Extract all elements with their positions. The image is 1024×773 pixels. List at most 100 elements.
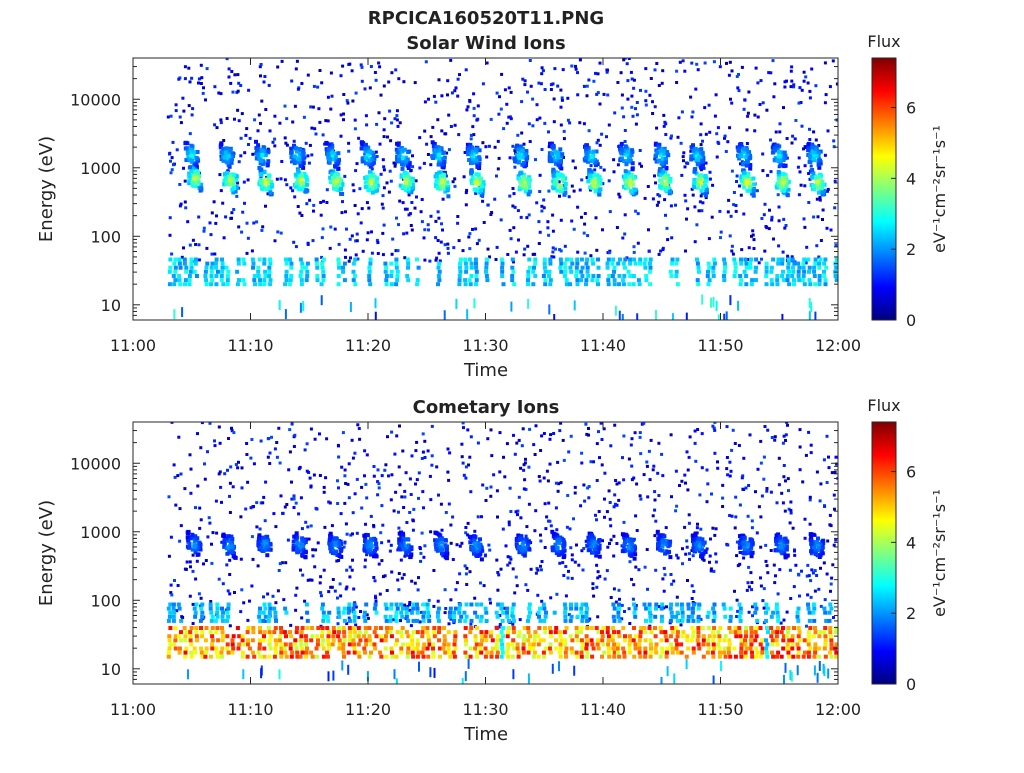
heatmap-cell <box>406 266 410 270</box>
heatmap-cell <box>562 574 565 577</box>
heatmap-cell <box>688 552 691 555</box>
heatmap-cell <box>787 489 790 492</box>
heatmap-cell <box>631 437 634 440</box>
heatmap-cell <box>305 202 308 205</box>
heatmap-cell <box>557 490 560 493</box>
heatmap-cell <box>714 552 717 555</box>
heatmap-cell <box>230 188 234 192</box>
heatmap-cell <box>537 82 540 85</box>
heatmap-cell <box>216 270 220 274</box>
heatmap-cell <box>292 241 295 244</box>
heatmap-cell <box>368 626 372 630</box>
heatmap-cell <box>585 655 589 659</box>
heatmap-cell <box>579 270 583 274</box>
heatmap-cell <box>484 554 487 557</box>
heatmap-cell <box>479 582 482 585</box>
heatmap-cell <box>709 178 712 181</box>
heatmap-cell <box>320 630 324 634</box>
heatmap-cell <box>342 630 346 634</box>
heatmap-cell <box>552 432 555 435</box>
heatmap-cell <box>367 207 370 210</box>
heatmap-cell <box>558 429 561 432</box>
heatmap-cell <box>485 156 488 159</box>
heatmap-cell <box>284 561 287 564</box>
heatmap-cell <box>704 62 707 65</box>
heatmap-cell <box>808 282 812 286</box>
heatmap-cell <box>348 575 351 578</box>
heatmap-cell <box>389 274 393 278</box>
heatmap-cell <box>225 563 228 566</box>
heatmap-cell <box>458 262 462 266</box>
heatmap-cell <box>653 174 656 177</box>
heatmap-cell <box>299 642 303 646</box>
heatmap-cell <box>761 153 764 156</box>
heatmap-cell <box>696 282 700 286</box>
heatmap-cell <box>377 252 380 255</box>
heatmap-cell <box>486 437 489 440</box>
heatmap-cell <box>722 278 726 282</box>
heatmap-cell <box>364 143 368 147</box>
heatmap-cell <box>496 489 499 492</box>
heatmap-cell <box>395 434 398 437</box>
heatmap-cell <box>390 473 393 476</box>
heatmap-cell <box>807 431 810 434</box>
heatmap-cell <box>364 565 367 568</box>
heatmap-cell <box>309 638 313 642</box>
heatmap-cell <box>310 485 313 488</box>
heatmap-cell <box>384 463 387 466</box>
heatmap-cell <box>559 655 563 659</box>
heatmap-cell <box>412 630 416 634</box>
heatmap-cell <box>770 278 774 282</box>
heatmap-cell <box>412 519 415 522</box>
heatmap-cell <box>389 170 392 173</box>
heatmap-cell <box>313 127 316 130</box>
heatmap-cell <box>356 423 359 426</box>
heatmap-cell <box>290 651 294 655</box>
heatmap-cell <box>822 209 825 212</box>
heatmap-cell <box>273 647 277 651</box>
heatmap-cell <box>553 178 557 182</box>
heatmap-cell <box>418 471 421 474</box>
heatmap-cell <box>542 199 545 202</box>
heatmap-cell <box>393 509 396 512</box>
heatmap-cell <box>220 121 223 124</box>
heatmap-cell <box>351 69 354 72</box>
heatmap-cell <box>762 101 765 104</box>
heatmap-cell <box>634 107 637 110</box>
heatmap-cell <box>807 270 811 274</box>
heatmap-cell <box>270 183 274 187</box>
heatmap-cell <box>310 626 314 630</box>
heatmap-cell <box>437 274 441 278</box>
heatmap-cell <box>612 555 615 558</box>
heatmap-cell <box>477 173 481 177</box>
heatmap-cell <box>233 73 236 76</box>
heatmap-cell <box>341 200 344 203</box>
heatmap-cell <box>356 478 359 481</box>
heatmap-cell <box>465 191 468 194</box>
heatmap-cell <box>304 266 308 270</box>
heatmap-cell <box>241 638 245 642</box>
heatmap-cell <box>544 88 547 91</box>
heatmap-cell <box>583 223 586 226</box>
heatmap-cell <box>708 104 711 107</box>
heatmap-cell <box>733 262 737 266</box>
heatmap-cell <box>591 582 594 585</box>
heatmap-cell <box>273 138 276 141</box>
heatmap-cell <box>597 193 601 197</box>
heatmap-cell <box>509 156 512 159</box>
heatmap-cell <box>599 103 602 106</box>
heatmap-cell <box>214 262 218 266</box>
heatmap-cell <box>474 148 478 152</box>
heatmap-cell <box>763 607 766 610</box>
heatmap-cell <box>435 465 438 468</box>
heatmap-cell <box>522 469 525 472</box>
heatmap-cell <box>707 282 711 286</box>
heatmap-cell <box>551 251 554 254</box>
heatmap-cell <box>746 160 750 164</box>
heatmap-cell <box>809 579 812 582</box>
heatmap-cell <box>204 651 208 655</box>
heatmap-cell <box>729 98 732 101</box>
heatmap-cell <box>675 258 679 262</box>
heatmap-cell <box>512 567 515 570</box>
heatmap-cell <box>287 468 290 471</box>
